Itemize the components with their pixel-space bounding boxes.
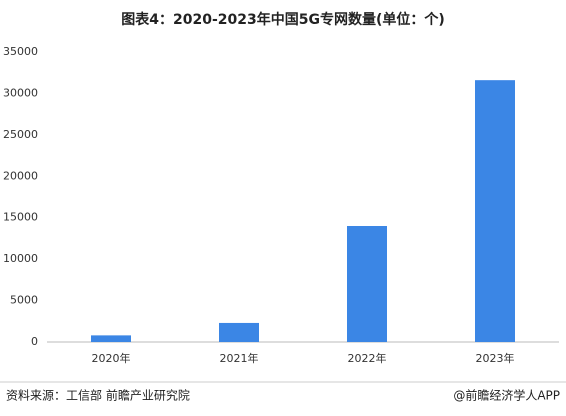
y-tick-label: 0 xyxy=(31,335,38,348)
x-tick-label: 2023年 xyxy=(476,351,515,365)
x-tick-label: 2020年 xyxy=(92,351,131,365)
credit: @前瞻经济学人APP xyxy=(453,388,560,403)
bar xyxy=(91,335,131,342)
y-tick-label: 25000 xyxy=(3,128,38,141)
bar xyxy=(347,226,387,342)
bar xyxy=(475,80,515,343)
y-tick-label: 30000 xyxy=(3,86,38,99)
y-tick-label: 35000 xyxy=(3,45,38,58)
y-tick-label: 5000 xyxy=(10,294,38,307)
y-tick-label: 15000 xyxy=(3,211,38,224)
x-tick-label: 2021年 xyxy=(220,351,259,365)
y-tick-label: 10000 xyxy=(3,252,38,265)
bar xyxy=(219,322,259,342)
x-tick-label: 2022年 xyxy=(348,351,387,365)
chart-title: 图表4：2020-2023年中国5G专网数量(单位：个) xyxy=(121,11,445,28)
y-tick-label: 20000 xyxy=(3,169,38,182)
source: 资料来源：工信部 前瞻产业研究院 xyxy=(6,388,190,403)
